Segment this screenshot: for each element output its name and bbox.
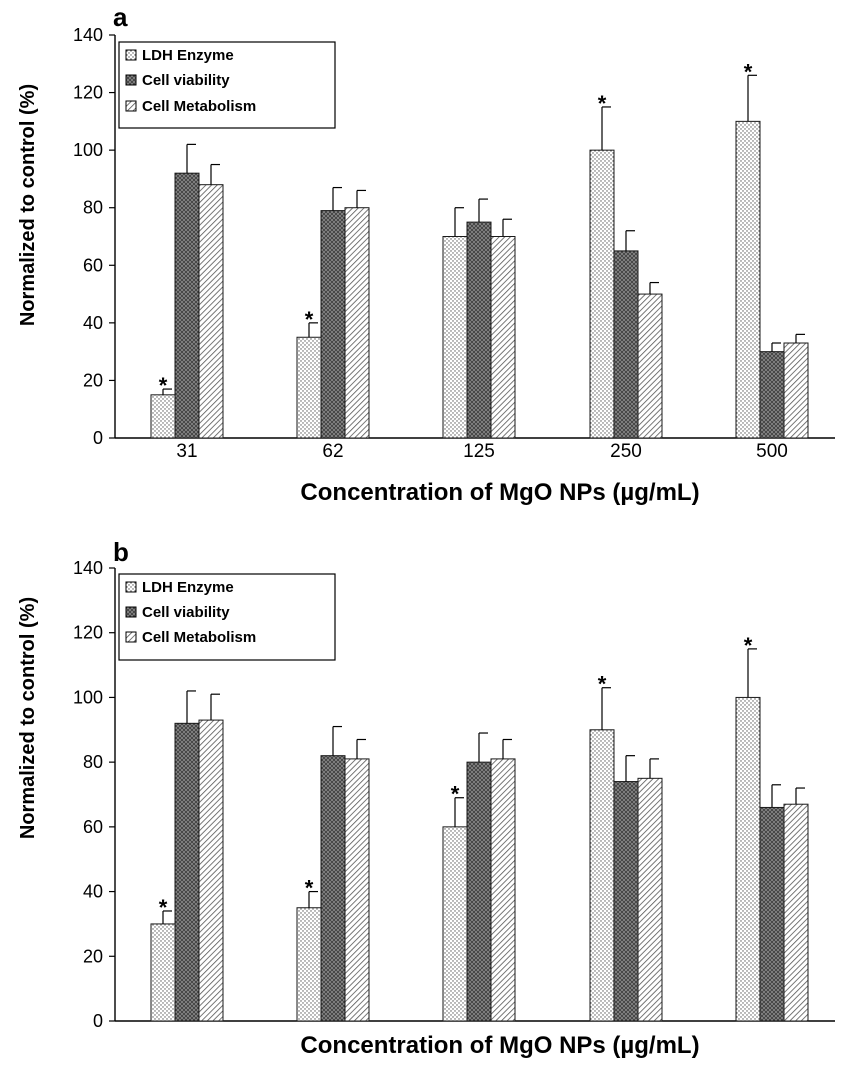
- significance-star: *: [159, 895, 168, 920]
- bar: [296, 336, 322, 439]
- bar: [198, 184, 224, 439]
- bars: * * * *: [150, 59, 809, 439]
- x-tick-label: 500: [756, 441, 788, 462]
- y-tick-label: 120: [73, 83, 103, 103]
- legend-box: [118, 41, 336, 129]
- bar: [783, 803, 809, 1022]
- x-tick-label: 250: [610, 441, 642, 462]
- legend-label-ldh: LDH Enzyme: [142, 579, 234, 596]
- bar: [490, 758, 516, 1022]
- bar: [344, 758, 370, 1022]
- bar: [174, 722, 200, 1022]
- y-tick-label: 40: [83, 313, 103, 333]
- significance-star: *: [744, 59, 753, 84]
- legend-label-viability: Cell viability: [142, 72, 230, 89]
- bar: [174, 172, 200, 439]
- bar: [490, 236, 516, 439]
- significance-star: *: [598, 91, 607, 116]
- y-tick-label: 120: [73, 623, 103, 643]
- panel-label: b: [113, 537, 129, 567]
- bar: [296, 907, 322, 1022]
- bar: [442, 826, 468, 1022]
- legend-swatch-viability: [125, 606, 137, 618]
- y-tick-label: 40: [83, 882, 103, 902]
- significance-star: *: [305, 876, 314, 901]
- bar: [150, 923, 176, 1022]
- bar: [466, 761, 492, 1022]
- bars: * * * * *: [150, 633, 809, 1022]
- legend-swatch-metabolism: [125, 100, 137, 112]
- significance-star: *: [159, 373, 168, 398]
- chart-panel-a: a Normalized to control (%) Concentratio…: [17, 2, 835, 506]
- y-tick-label: 80: [83, 752, 103, 772]
- bar: [783, 342, 809, 439]
- bar: [466, 221, 492, 439]
- legend-label-viability: Cell viability: [142, 604, 230, 621]
- x-axis-title: Concentration of MgO NPs (µg/mL): [300, 1032, 699, 1059]
- y-tick-label: 80: [83, 198, 103, 218]
- bar: [150, 394, 176, 439]
- legend: LDH Enzyme Cell viability Cell Metabolis…: [118, 41, 336, 129]
- bar: [613, 250, 639, 439]
- bar: [344, 207, 370, 439]
- bar: [759, 806, 785, 1022]
- legend-swatch-ldh: [125, 49, 137, 61]
- legend-swatch-metabolism: [125, 631, 137, 643]
- bar: [589, 149, 615, 439]
- y-tick-label: 100: [73, 687, 103, 707]
- y-tick-label: 140: [73, 558, 103, 578]
- legend-box: [118, 573, 336, 661]
- bar: [735, 696, 761, 1022]
- legend-swatch-ldh: [125, 581, 137, 593]
- y-tick-label: 60: [83, 255, 103, 275]
- bar: [637, 293, 663, 439]
- legend: LDH Enzyme Cell viability Cell Metabolis…: [118, 573, 336, 661]
- y-axis-title: Normalized to control (%): [17, 84, 39, 326]
- x-tick-label: 125: [463, 441, 495, 462]
- bar: [589, 729, 615, 1022]
- significance-star: *: [305, 307, 314, 332]
- significance-star: *: [451, 782, 460, 807]
- y-tick-label: 0: [93, 1011, 103, 1031]
- axes: 0 20 40 60 80 100 120 140 31 62 125 250 500: [73, 25, 835, 462]
- chart-panel-b: b Normalized to control (%) Concentratio…: [17, 537, 835, 1059]
- x-tick-label: 31: [176, 441, 197, 462]
- y-tick-label: 20: [83, 946, 103, 966]
- y-tick-label: 0: [93, 428, 103, 448]
- legend-swatch-viability: [125, 74, 137, 86]
- legend-label-ldh: LDH Enzyme: [142, 47, 234, 64]
- significance-star: *: [598, 672, 607, 697]
- x-tick-label: 62: [322, 441, 343, 462]
- y-axis-title: Normalized to control (%): [17, 597, 39, 839]
- legend-label-metabolism: Cell Metabolism: [142, 98, 256, 115]
- significance-star: *: [744, 633, 753, 658]
- bar: [613, 781, 639, 1022]
- y-tick-label: 100: [73, 140, 103, 160]
- panel-label: a: [113, 2, 128, 32]
- bar: [320, 210, 346, 439]
- bar: [198, 719, 224, 1022]
- legend-label-metabolism: Cell Metabolism: [142, 629, 256, 646]
- bar: [637, 777, 663, 1022]
- bar: [320, 755, 346, 1022]
- bar: [735, 120, 761, 439]
- bar: [759, 351, 785, 439]
- y-tick-label: 140: [73, 25, 103, 45]
- bar: [442, 236, 468, 439]
- x-axis-title: Concentration of MgO NPs (µg/mL): [300, 479, 699, 506]
- y-tick-label: 60: [83, 817, 103, 837]
- y-tick-label: 20: [83, 370, 103, 390]
